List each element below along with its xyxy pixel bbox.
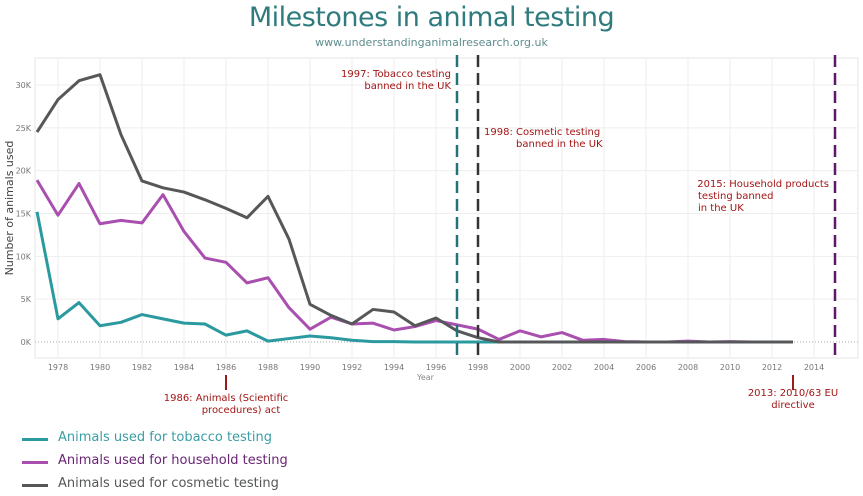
milestone-label: 2013: 2010/63 EU bbox=[748, 388, 838, 399]
y-tick-label: 30K bbox=[16, 81, 32, 90]
x-tick-label: 1992 bbox=[342, 363, 362, 372]
x-tick-label: 2008 bbox=[678, 363, 698, 372]
x-tick-label: 1980 bbox=[90, 363, 110, 372]
milestone-label: 1997: Tobacco testing bbox=[341, 69, 451, 80]
y-tick-label: 0K bbox=[21, 338, 32, 347]
legend-swatch bbox=[22, 438, 48, 441]
milestone-label: banned in the UK bbox=[516, 139, 603, 150]
legend-item-cosmetic: Animals used for cosmetic testing bbox=[22, 476, 279, 491]
x-tick-label: 1986 bbox=[216, 363, 236, 372]
legend-item-household: Animals used for household testing bbox=[22, 453, 288, 468]
x-tick-label: 1978 bbox=[48, 363, 68, 372]
milestone-label: testing banned bbox=[698, 191, 774, 202]
x-tick-label: 2006 bbox=[636, 363, 656, 372]
x-tick-label: 1994 bbox=[384, 363, 404, 372]
y-axis-label: Number of animals used bbox=[3, 141, 16, 276]
series-line-tobacco bbox=[35, 211, 499, 344]
x-tick-label: 1984 bbox=[174, 363, 194, 372]
milestone-label: 1998: Cosmetic testing bbox=[484, 127, 600, 138]
x-tick-label: 1998 bbox=[468, 363, 488, 372]
x-axis-label: Year bbox=[416, 373, 435, 382]
y-tick-label: 25K bbox=[16, 124, 32, 133]
x-tick-label: 1982 bbox=[132, 363, 152, 372]
x-tick-label: 1996 bbox=[426, 363, 446, 372]
y-tick-label: 5K bbox=[21, 295, 32, 304]
x-tick-label: 2000 bbox=[510, 363, 530, 372]
x-tick-label: 1988 bbox=[258, 363, 278, 372]
y-tick-label: 15K bbox=[16, 210, 32, 219]
milestone-label: in the UK bbox=[698, 203, 744, 214]
plot-area bbox=[34, 57, 859, 359]
legend-label: Animals used for tobacco testing bbox=[58, 430, 273, 445]
x-tick-label: 1990 bbox=[300, 363, 320, 372]
milestone-label: procedures) act bbox=[202, 405, 281, 416]
series-line-cosmetic bbox=[35, 73, 793, 344]
legend-item-tobacco: Animals used for tobacco testing bbox=[22, 430, 272, 445]
x-tick-label: 2004 bbox=[594, 363, 614, 372]
x-tick-label: 2002 bbox=[552, 363, 572, 372]
chart-title: Milestones in animal testing bbox=[248, 2, 615, 33]
milestone-label: 1986: Animals (Scientific bbox=[164, 393, 289, 404]
y-tick-label: 10K bbox=[16, 252, 32, 261]
legend-swatch bbox=[22, 484, 48, 487]
y-tick-label: 20K bbox=[16, 167, 32, 176]
x-tick-label: 2012 bbox=[762, 363, 782, 372]
legend-swatch bbox=[22, 461, 48, 464]
legend-label: Animals used for household testing bbox=[58, 453, 288, 468]
x-tick-label: 2010 bbox=[720, 363, 740, 372]
legend-label: Animals used for cosmetic testing bbox=[58, 476, 279, 491]
milestone-label: 2015: Household products bbox=[697, 179, 829, 190]
milestone-label: banned in the UK bbox=[364, 81, 451, 92]
milestone-label: directive bbox=[771, 400, 814, 411]
x-tick-label: 2014 bbox=[804, 363, 824, 372]
chart-subtitle: www.understandinganimalresearch.org.uk bbox=[315, 36, 548, 49]
